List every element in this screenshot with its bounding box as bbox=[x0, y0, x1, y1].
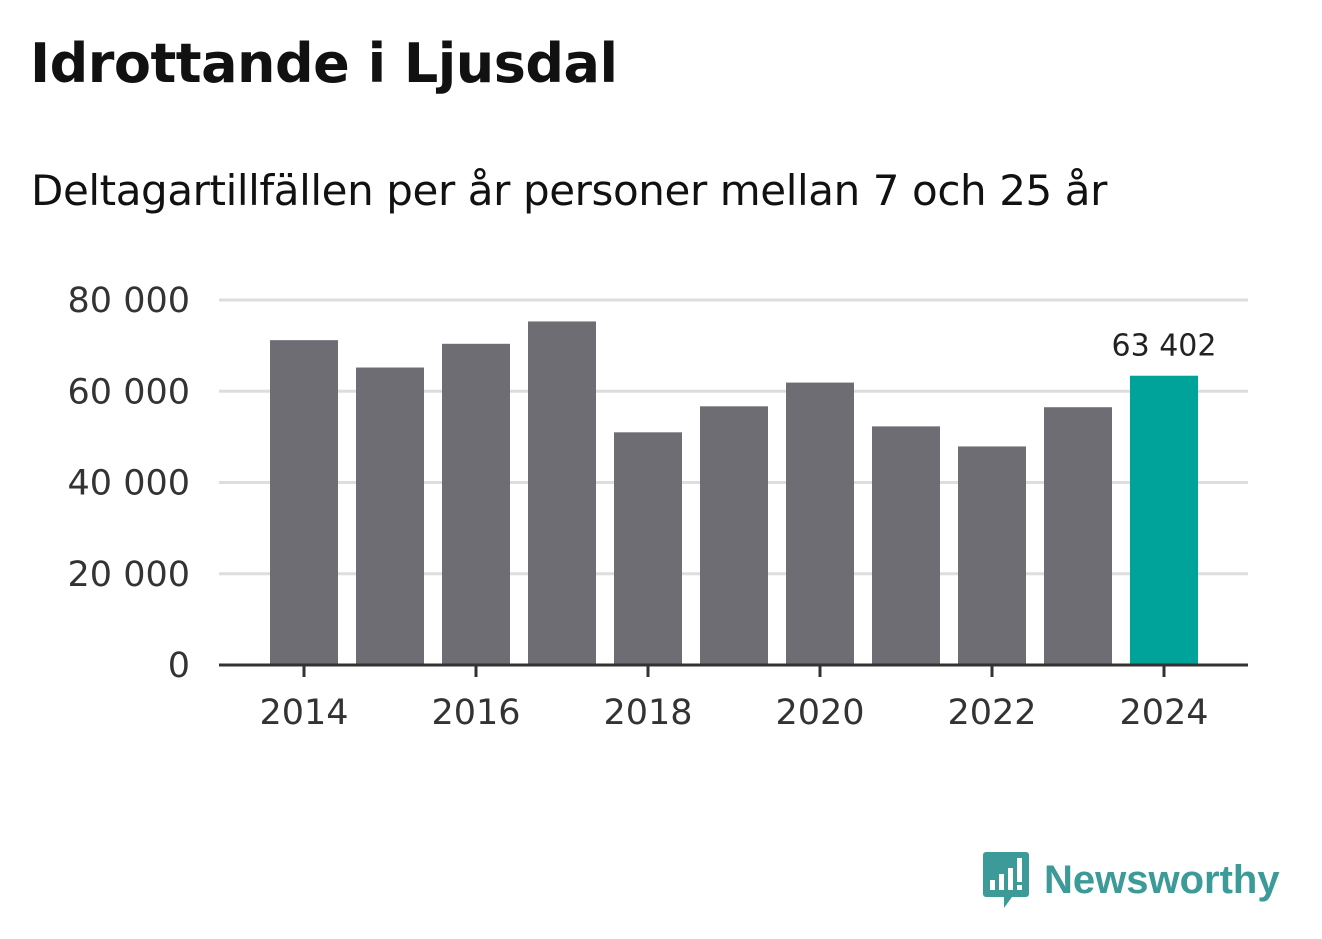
x-tick-label: 2020 bbox=[775, 693, 864, 733]
bar bbox=[442, 343, 510, 665]
bars bbox=[270, 321, 1198, 665]
bar-chart: 0 20 000 40 000 60 000 80 000 2014 2016 2018 202… bbox=[68, 281, 1248, 733]
bar bbox=[872, 426, 940, 665]
y-tick-label: 60 000 bbox=[68, 372, 190, 412]
bar bbox=[1044, 407, 1112, 665]
y-tick-label: 80 000 bbox=[68, 281, 190, 321]
x-tick-label: 2014 bbox=[259, 693, 348, 733]
y-tick-label: 0 bbox=[168, 646, 190, 686]
bar-highlight bbox=[1130, 375, 1198, 665]
x-tick-label: 2016 bbox=[431, 693, 520, 733]
bar bbox=[270, 340, 338, 665]
bar bbox=[958, 446, 1026, 665]
bar bbox=[528, 321, 596, 665]
bar bbox=[356, 367, 424, 665]
chart-subtitle: Deltagartillfällen per år personer mella… bbox=[31, 166, 1107, 215]
chart-title: Idrottande i Ljusdal bbox=[30, 32, 618, 95]
bar bbox=[614, 432, 682, 665]
x-tick-label: 2024 bbox=[1119, 693, 1208, 733]
bar bbox=[700, 406, 768, 665]
x-tick-label: 2022 bbox=[947, 693, 1036, 733]
labels: 0 20 000 40 000 60 000 80 000 2014 2016 2018 202… bbox=[68, 281, 1217, 733]
x-tick-label: 2018 bbox=[603, 693, 692, 733]
y-tick-label: 20 000 bbox=[68, 555, 190, 595]
bar bbox=[786, 382, 854, 665]
data-label: 63 402 bbox=[1112, 329, 1217, 364]
newsworthy-logo: Newsworthy bbox=[982, 850, 1280, 910]
brand-name: Newsworthy bbox=[1044, 857, 1280, 902]
y-tick-label: 40 000 bbox=[68, 464, 190, 504]
newsworthy-logo-icon bbox=[983, 852, 1029, 908]
axes bbox=[219, 663, 1248, 677]
